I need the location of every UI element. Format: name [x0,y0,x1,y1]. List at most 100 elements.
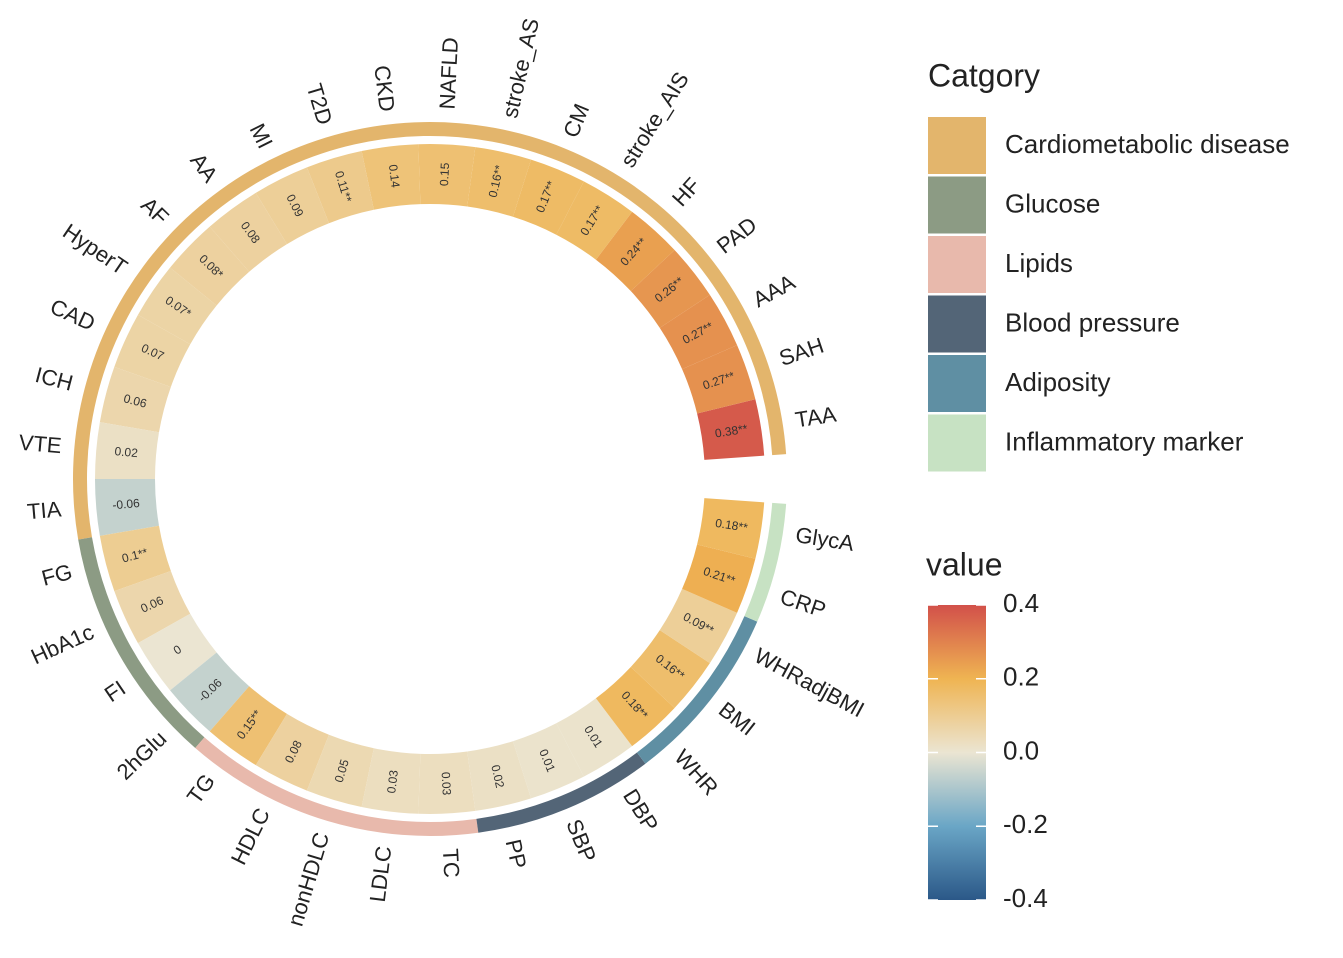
heat-cell [137,267,217,345]
heat-cell [361,144,421,210]
cell-label: 0.03 [384,769,401,794]
colorbar-tick-label: -0.4 [1003,883,1048,913]
heat-cell [556,698,633,777]
heat-cell [306,151,374,224]
legend-label: Inflammatory marker [1005,426,1244,456]
cell-label: 0.03 [439,772,454,796]
category-label: CRP [777,584,829,623]
cell-label: 0.02 [114,444,139,460]
category-label: stroke_AS [497,16,544,121]
category-label: ICH [33,362,76,396]
category-label: SAH [776,333,827,371]
heat-cell [418,751,476,814]
category-label: WHR [670,744,724,800]
heat-cell [114,571,191,644]
heat-cell [630,250,710,328]
category-label: TC [438,848,464,879]
heat-cell [697,399,765,460]
heat-cell [255,713,329,791]
category-label: AA [185,148,223,187]
legend-label: Adiposity [1005,367,1111,397]
category-label: TAA [793,401,838,432]
cell-label: 0.18** [714,516,749,535]
cell-label: 0.06 [122,391,148,411]
legend-swatch [928,236,986,293]
heat-cell [170,226,250,306]
colorbar-tick-label: -0.2 [1003,809,1048,839]
category-label: TIA [26,496,63,524]
cell-label: 0.38** [714,422,749,441]
category-label: PP [501,837,532,871]
cell-label: 0.14 [386,164,403,189]
category-label: FI [100,675,130,707]
legend-swatch [928,176,986,234]
category-label: MI [245,120,278,153]
category-label: HbA1c [27,619,97,669]
heat-cell [467,741,532,811]
category-label: HDLC [226,804,275,869]
legend-label: Blood pressure [1005,307,1180,337]
category-label: HF [667,173,705,212]
colorbar-tick-label: 0.0 [1003,735,1039,765]
heat-cell [170,652,250,732]
category-arc [636,616,758,764]
category-label: VTE [18,430,63,459]
heat-cell [512,159,584,235]
legend-label: Lipids [1005,248,1073,278]
category-label: AF [136,192,174,230]
cell-label: 0.02 [488,763,507,789]
category-label: PAD [712,212,762,259]
cell-label: -0.06 [112,496,141,512]
legend-swatch [928,355,986,412]
heat-cell [361,748,421,814]
heat-cell [630,630,710,708]
heat-cell [418,144,476,207]
heat-cell [306,734,374,807]
category-label: CM [558,100,594,141]
category-arc [195,737,479,836]
category-arc [476,752,646,833]
category-label: NAFLD [434,37,463,110]
category-label: T2D [302,81,338,128]
colorbar-tick-label: 0.4 [1003,588,1039,618]
cell-label: 0.1** [120,545,149,565]
heat-cell [467,147,532,217]
category-label: TG [182,769,220,808]
category-label: HyperT [58,219,132,280]
heat-cell [659,588,738,664]
heat-cell [682,345,756,414]
legend-swatch [928,295,986,353]
category-arc [78,537,205,748]
legend-label: Glucose [1005,188,1100,218]
heat-cell [595,211,675,292]
cell-label: 0.05 [332,757,352,784]
category-label: CAD [46,294,99,336]
category-label: WHRadjBMI [750,643,868,723]
colorbar-title: value [926,546,1003,582]
category-label: nonHDLC [283,829,335,929]
heat-cell [95,422,159,479]
legend-swatch [928,117,986,174]
heat-cell [512,723,584,799]
heat-cell [99,525,171,592]
legend-title: Catgory [928,57,1040,93]
category-label: AAA [749,269,800,312]
heat-cell [595,666,675,747]
category-label: LDLC [365,845,397,904]
category-label: CKD [369,64,399,113]
heat-cell [137,613,217,691]
colorbar-tick-label: 0.2 [1003,662,1039,692]
heat-cell [209,686,287,766]
cell-label: 0.15 [437,162,452,186]
heat-cell [209,192,287,272]
category-arc [744,502,787,622]
heat-cell [99,366,171,433]
category-label: GlycA [794,522,856,556]
heat-cell [556,181,633,260]
legend-swatch [928,414,986,472]
heat-cell [682,544,756,613]
legend-label: Cardiometabolic disease [1005,129,1290,159]
category-label: BMI [714,697,760,741]
heat-cell [255,167,329,245]
